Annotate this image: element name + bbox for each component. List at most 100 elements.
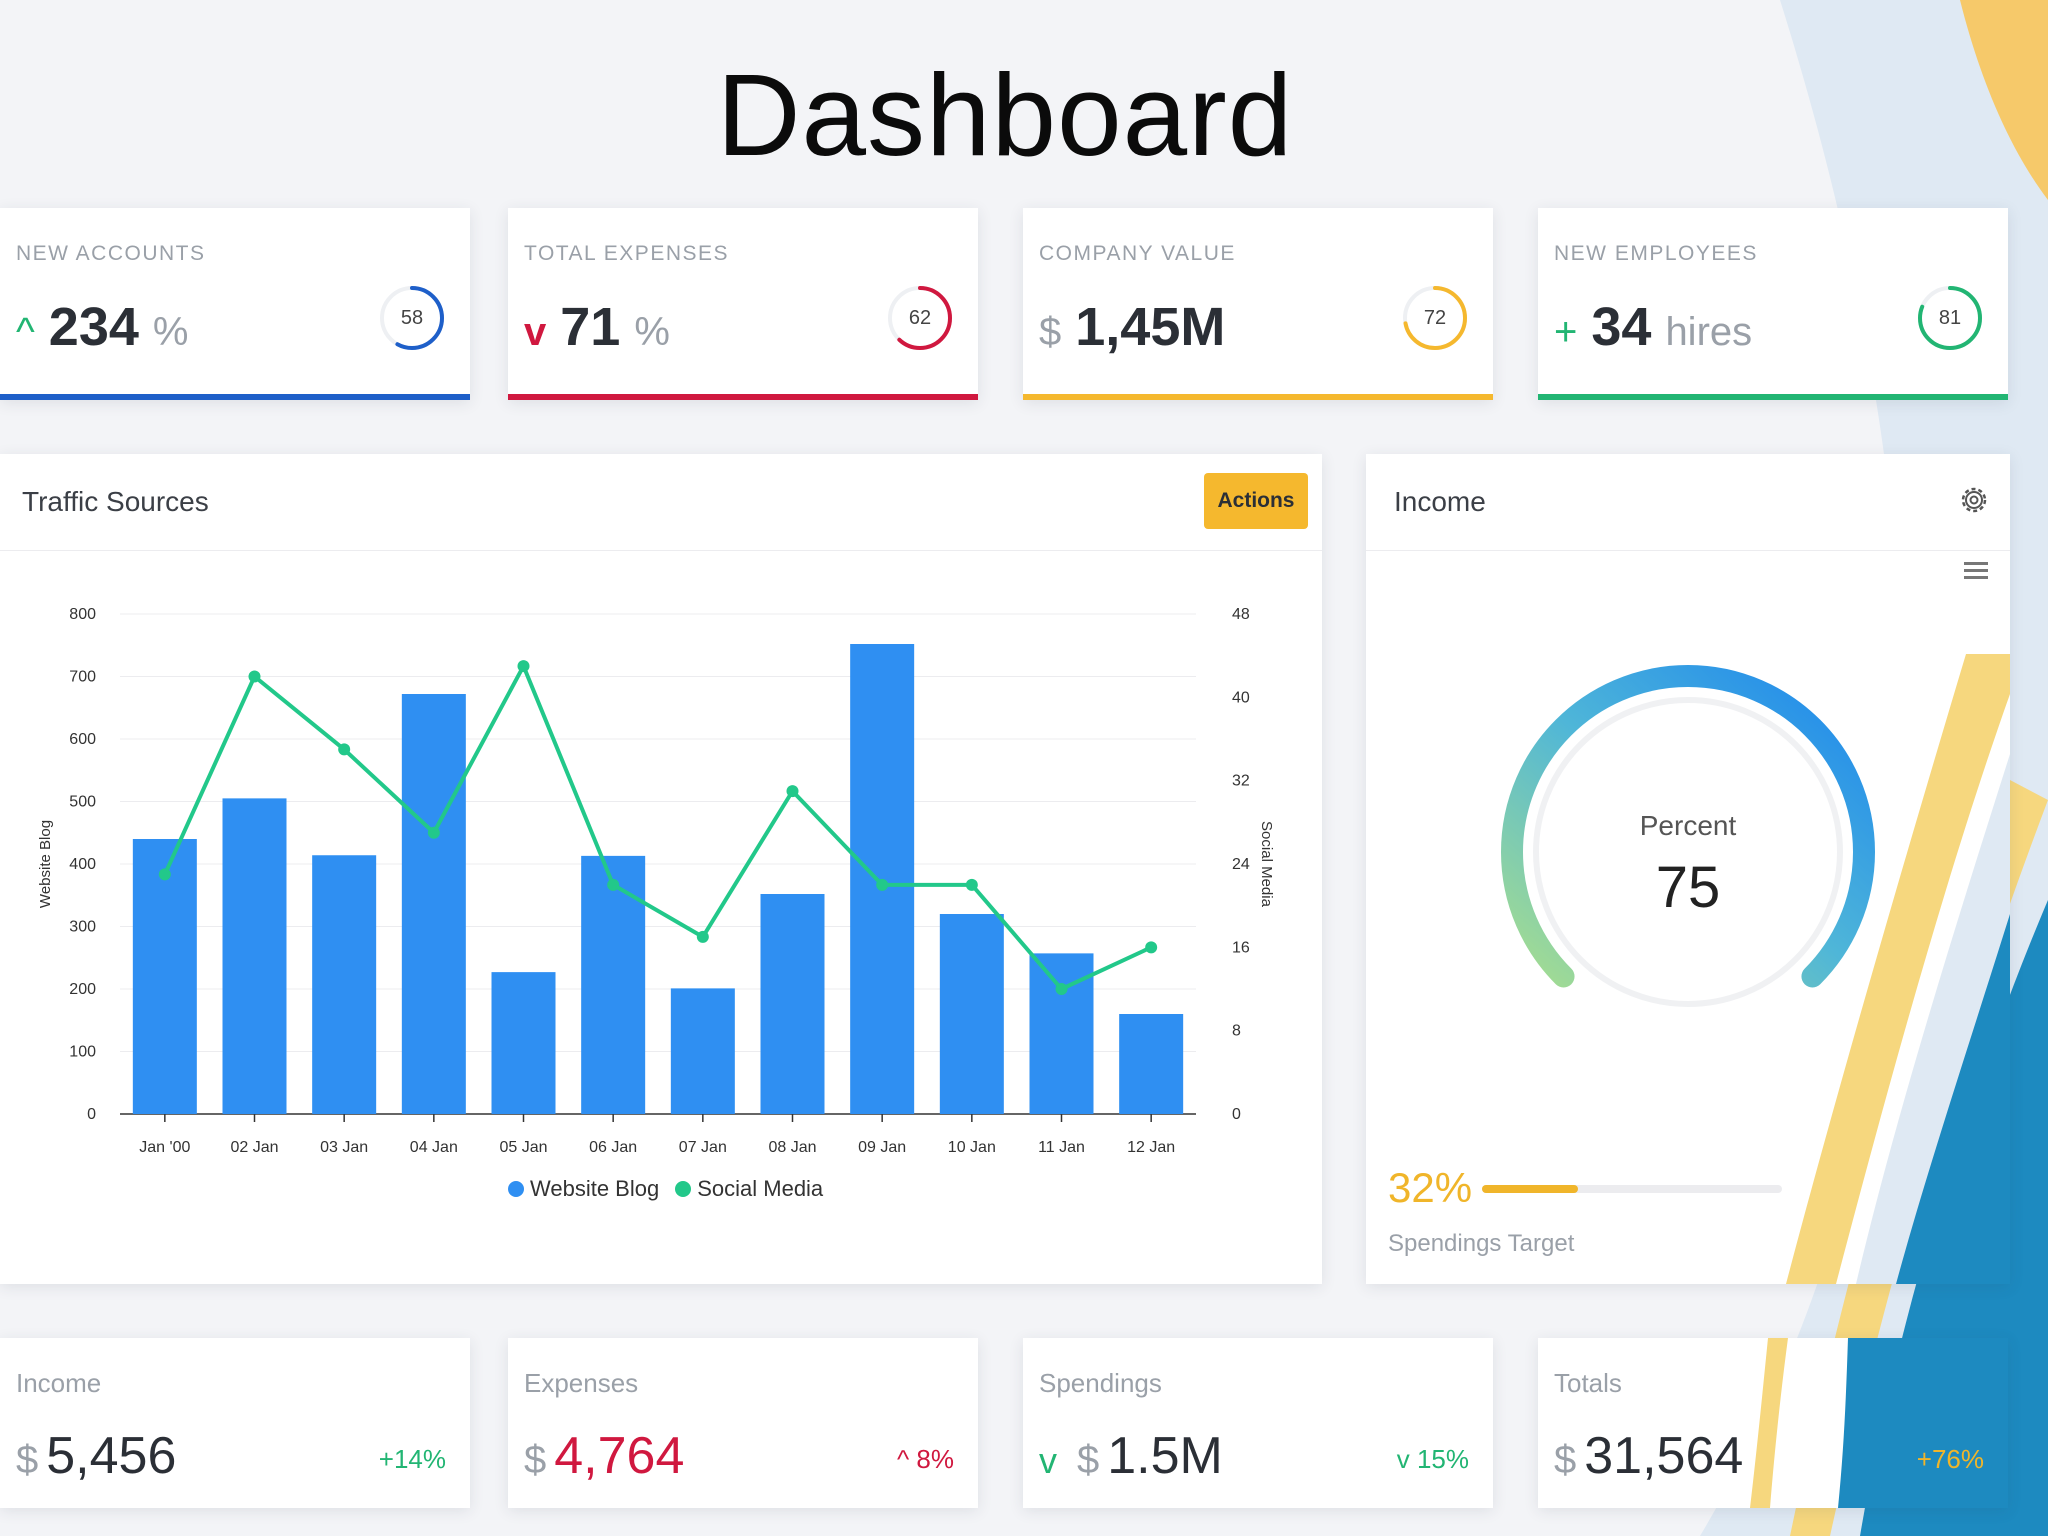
point-social-media [158, 868, 171, 881]
spendings-progress-fill [1482, 1185, 1578, 1193]
bar-website-blog [760, 894, 825, 1114]
bar-website-blog [401, 694, 466, 1114]
stat-label: Spendings [1039, 1368, 1162, 1398]
bar-website-blog [312, 855, 377, 1114]
bar-website-blog [222, 798, 287, 1114]
point-social-media [607, 878, 620, 891]
point-social-media [517, 660, 530, 673]
stat-change: ^ 8% [896, 1444, 954, 1474]
ring-value: 62 [908, 306, 932, 329]
gauge-label: Percent [1639, 810, 1737, 841]
kpi-card-new-employees: NEW EMPLOYEES + 34 hires 81 [1538, 208, 2008, 400]
legend-label: Social Media [697, 1176, 824, 1201]
kpi-value: 71 [560, 297, 621, 357]
y-tick-label: 0 [87, 1106, 96, 1123]
y-tick-label: 600 [69, 731, 96, 748]
gauge-value: 75 [1655, 855, 1721, 920]
legend-dot [508, 1181, 524, 1197]
bar-website-blog [491, 972, 556, 1114]
kpi-value: 234 [48, 297, 139, 357]
actions-button[interactable]: Actions [1204, 473, 1308, 529]
kpi-label: NEW ACCOUNTS [16, 242, 206, 265]
stat-card-expenses: Expenses $ 4,764 ^ 8% [508, 1338, 978, 1508]
currency-symbol: $ [1077, 1438, 1100, 1482]
point-social-media [1055, 983, 1068, 995]
ring-value: 58 [400, 306, 424, 329]
x-tick-label: 12 Jan [1127, 1139, 1175, 1156]
kpi-card-new-accounts: NEW ACCOUNTS ^ 234 % 58 [0, 208, 470, 400]
y-tick-label: 200 [69, 981, 96, 998]
panel-title: Income [1394, 486, 1486, 517]
x-tick-label: Jan '00 [139, 1139, 190, 1156]
card-accent-bar [1538, 394, 2008, 400]
progress-ring [888, 286, 952, 350]
x-tick-label: 05 Jan [499, 1139, 547, 1156]
legend-item-website-blog[interactable]: Website Blog [508, 1176, 659, 1202]
progress-ring [380, 286, 444, 350]
point-social-media [248, 670, 261, 683]
y-tick-label: 300 [69, 919, 96, 936]
kpi-label: NEW EMPLOYEES [1554, 242, 1758, 265]
y-tick-label: 500 [69, 794, 96, 811]
spendings-progress-track [1482, 1185, 1782, 1193]
point-social-media [338, 743, 351, 756]
spendings-label: Spendings Target [1388, 1230, 1575, 1257]
panel-title: Traffic Sources [22, 486, 209, 517]
point-social-media [965, 878, 978, 891]
bar-website-blog [1119, 1014, 1184, 1114]
page-title: Dashboard [716, 50, 1294, 180]
legend-dot [675, 1181, 692, 1197]
stat-card-spendings: Spendings v $ 1.5M v 15% [1023, 1338, 1493, 1508]
kpi-value: 34 [1591, 297, 1652, 357]
card-decoration [1750, 1338, 2008, 1508]
point-social-media [696, 930, 709, 943]
card-accent-bar [508, 394, 978, 400]
point-social-media [786, 785, 799, 798]
dollar-sign: $ [1039, 310, 1062, 354]
bar-website-blog [581, 855, 646, 1114]
legend-item-social-media[interactable]: Social Media [675, 1176, 823, 1202]
income-panel: Income Percent 75 32% Spendings Target [1366, 454, 2010, 1284]
kpi-label: TOTAL EXPENSES [524, 242, 730, 265]
stat-label: Totals [1554, 1368, 1622, 1398]
y-tick-label: 700 [69, 669, 96, 686]
stat-label: Income [16, 1368, 102, 1398]
kpi-value: 1,45M [1075, 297, 1226, 357]
kpi-label: COMPANY VALUE [1039, 242, 1236, 265]
progress-ring [1403, 286, 1467, 350]
y2-tick-label: 8 [1232, 1023, 1241, 1040]
spendings-percent: 32% [1388, 1164, 1473, 1211]
x-tick-label: 04 Jan [410, 1139, 458, 1156]
bar-website-blog [670, 988, 735, 1114]
income-gauge [1501, 665, 1875, 1007]
y-tick-label: 400 [69, 856, 96, 873]
x-tick-label: 07 Jan [679, 1139, 727, 1156]
chevron-down-icon: v [1039, 1440, 1057, 1481]
kpi-unit: % [634, 310, 670, 354]
ring-value: 72 [1423, 306, 1447, 329]
card-accent-bar [1023, 394, 1493, 400]
traffic-chart: 800 700 600 500 400 300 200 100 0 48 40 32 24 16 8 0 Web… [37, 606, 1275, 1156]
stat-change: +76% [1916, 1444, 1984, 1474]
y2-tick-label: 32 [1232, 773, 1250, 790]
stat-value: 31,564 [1584, 1427, 1744, 1485]
stat-label: Expenses [524, 1368, 639, 1398]
x-tick-label: 02 Jan [230, 1139, 278, 1156]
currency-symbol: $ [1554, 1438, 1577, 1482]
y2-tick-label: 48 [1232, 606, 1250, 623]
y-axis-title: Website Blog [37, 820, 54, 908]
hamburger-menu-icon[interactable] [1964, 560, 1988, 582]
chart-legend: Website Blog Social Media [508, 1176, 839, 1202]
gear-icon[interactable] [1956, 482, 1992, 518]
arrow-up-icon: ^ [16, 310, 35, 354]
card-accent-bar [0, 394, 470, 400]
y2-tick-label: 24 [1232, 856, 1250, 873]
line-social-media [163, 661, 1153, 992]
y-tick-label: 100 [69, 1044, 96, 1061]
x-tick-label: 10 Jan [948, 1139, 996, 1156]
progress-ring [1918, 286, 1982, 350]
traffic-sources-panel: Traffic Sources Actions 800 700 600 500 400 3… [0, 454, 1322, 1284]
kpi-card-company-value: COMPANY VALUE $ 1,45M 72 [1023, 208, 1493, 400]
ring-value: 81 [1938, 306, 1962, 329]
x-tick-label: 09 Jan [858, 1139, 906, 1156]
